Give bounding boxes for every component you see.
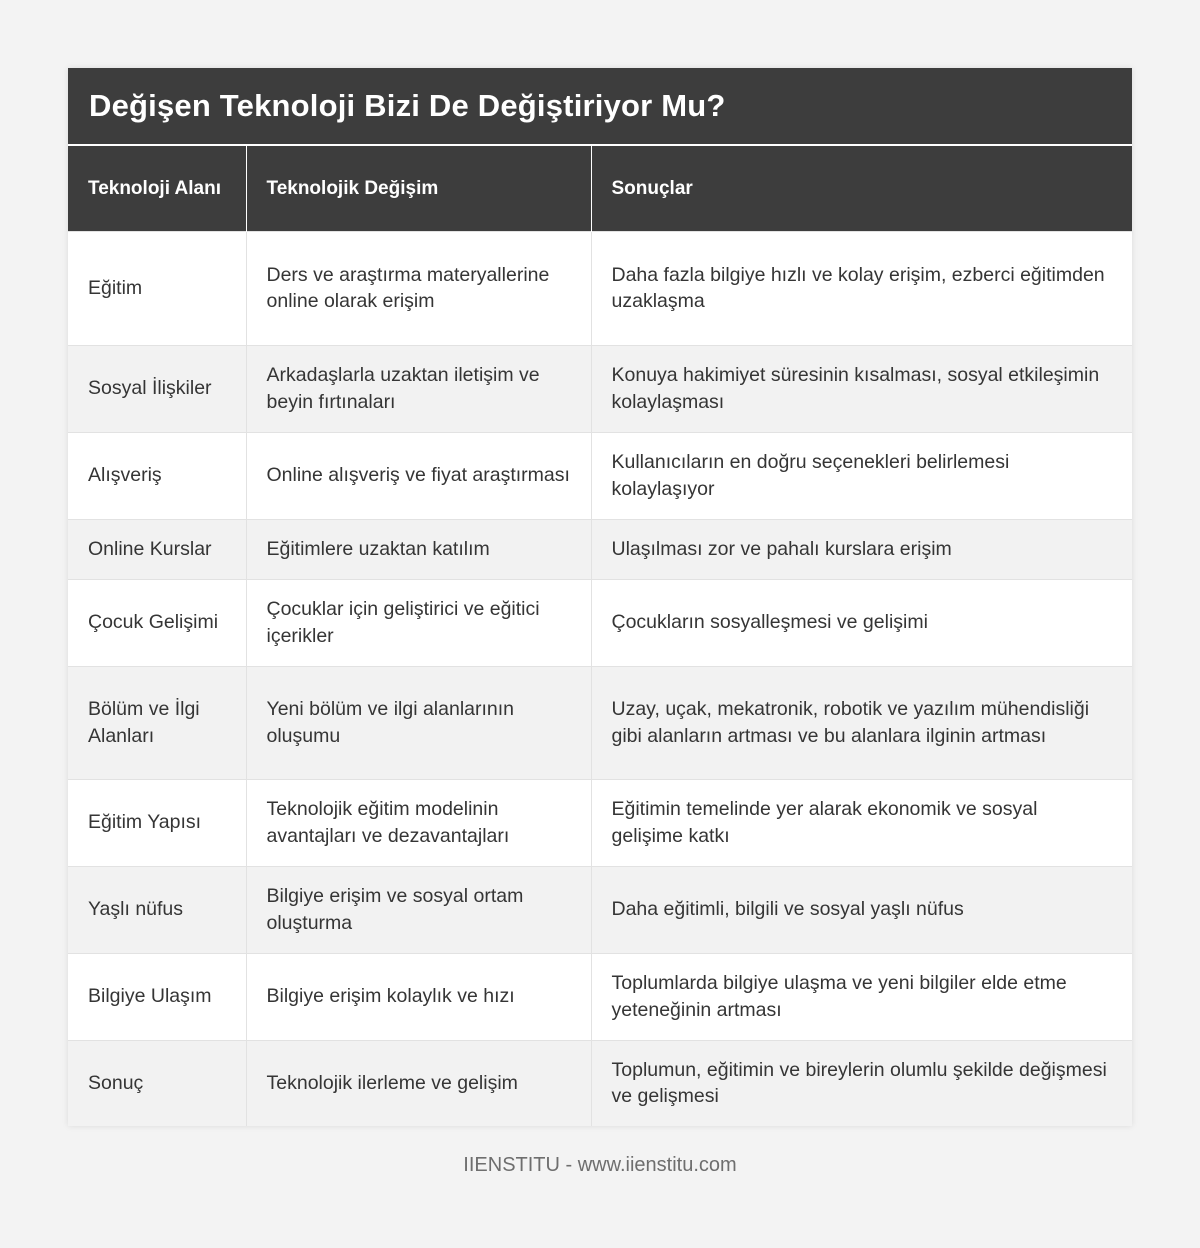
cell-result: Uzay, uçak, mekatronik, robotik ve yazıl…	[590, 665, 1132, 779]
table-row: Alışveriş Online alışveriş ve fiyat araş…	[68, 431, 1132, 519]
cell-result: Konuya hakimiyet süresinin kısalması, so…	[590, 344, 1132, 432]
cell-change: Online alışveriş ve fiyat araştırması	[245, 431, 591, 519]
cell-result: Toplumun, eğitimin ve bireylerin olumlu …	[590, 1039, 1132, 1126]
table-row: Sonuç Teknolojik ilerleme ve gelişim Top…	[68, 1039, 1132, 1126]
cell-change: Bilgiye erişim ve sosyal ortam oluşturma	[245, 865, 591, 953]
table-title: Değişen Teknoloji Bizi De Değiştiriyor M…	[68, 68, 1132, 144]
cell-change: Ders ve araştırma materyallerine online …	[245, 230, 591, 345]
column-header-result: Sonuçlar	[590, 144, 1132, 231]
column-header-change: Teknolojik Değişim	[245, 144, 591, 231]
footer-credit: IIENSTITU - www.iienstitu.com	[463, 1154, 737, 1176]
column-header-area: Teknoloji Alanı	[68, 144, 246, 231]
table-row: Bilgiye Ulaşım Bilgiye erişim kolaylık v…	[68, 952, 1132, 1040]
cell-area: Eğitim Yapısı	[68, 778, 246, 866]
table-row: Online Kurslar Eğitimlere uzaktan katılı…	[68, 518, 1132, 579]
cell-area: Bilgiye Ulaşım	[68, 952, 246, 1040]
cell-result: Daha eğitimli, bilgili ve sosyal yaşlı n…	[590, 865, 1132, 953]
header-row: Teknoloji Alanı Teknolojik Değişim Sonuç…	[68, 144, 1132, 231]
table-row: Eğitim Yapısı Teknolojik eğitim modelini…	[68, 778, 1132, 866]
cell-change: Çocuklar için geliştirici ve eğitici içe…	[245, 578, 591, 666]
cell-change: Bilgiye erişim kolaylık ve hızı	[245, 952, 591, 1040]
table-row: Bölüm ve İlgi Alanları Yeni bölüm ve ilg…	[68, 665, 1132, 779]
cell-area: Sosyal İlişkiler	[68, 344, 246, 432]
table-row: Eğitim Ders ve araştırma materyallerine …	[68, 230, 1132, 345]
table-row: Sosyal İlişkiler Arkadaşlarla uzaktan il…	[68, 344, 1132, 432]
cell-area: Alışveriş	[68, 431, 246, 519]
cell-result: Ulaşılması zor ve pahalı kurslara erişim	[590, 518, 1132, 579]
table-card: Değişen Teknoloji Bizi De Değiştiriyor M…	[68, 68, 1132, 1126]
cell-change: Yeni bölüm ve ilgi alanlarının oluşumu	[245, 665, 591, 779]
cell-area: Online Kurslar	[68, 518, 246, 579]
cell-result: Toplumlarda bilgiye ulaşma ve yeni bilgi…	[590, 952, 1132, 1040]
data-table: Teknoloji Alanı Teknolojik Değişim Sonuç…	[68, 144, 1132, 1126]
cell-area: Eğitim	[68, 230, 246, 345]
table-row: Yaşlı nüfus Bilgiye erişim ve sosyal ort…	[68, 865, 1132, 953]
cell-area: Yaşlı nüfus	[68, 865, 246, 953]
cell-result: Çocukların sosyalleşmesi ve gelişimi	[590, 578, 1132, 666]
cell-result: Kullanıcıların en doğru seçenekleri beli…	[590, 431, 1132, 519]
cell-change: Teknolojik eğitim modelinin avantajları …	[245, 778, 591, 866]
cell-area: Çocuk Gelişimi	[68, 578, 246, 666]
cell-area: Bölüm ve İlgi Alanları	[68, 665, 246, 779]
cell-change: Teknolojik ilerleme ve gelişim	[245, 1039, 591, 1126]
cell-change: Eğitimlere uzaktan katılım	[245, 518, 591, 579]
cell-change: Arkadaşlarla uzaktan iletişim ve beyin f…	[245, 344, 591, 432]
table-row: Çocuk Gelişimi Çocuklar için geliştirici…	[68, 578, 1132, 666]
cell-result: Daha fazla bilgiye hızlı ve kolay erişim…	[590, 230, 1132, 345]
cell-result: Eğitimin temelinde yer alarak ekonomik v…	[590, 778, 1132, 866]
cell-area: Sonuç	[68, 1039, 246, 1126]
